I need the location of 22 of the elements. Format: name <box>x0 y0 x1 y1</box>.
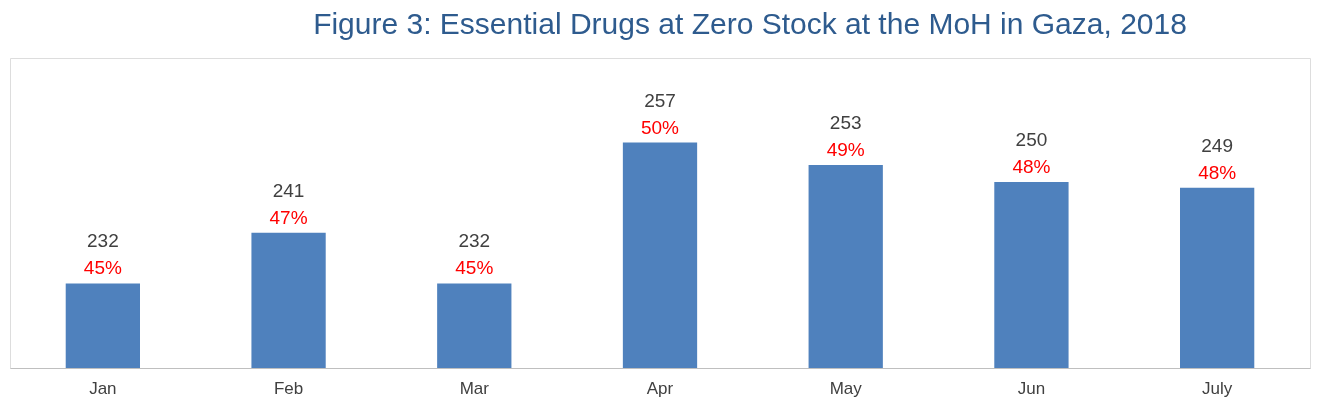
x-tick-label: July <box>1202 378 1233 398</box>
annotation: 47% <box>269 206 308 228</box>
chart-title: Figure 3: Essential Drugs at Zero Stock at the MoH in Gaza, 2018 <box>313 7 1187 40</box>
data-label: 232 <box>458 230 491 252</box>
x-tick-label: May <box>829 378 863 398</box>
data-label: 241 <box>272 179 305 201</box>
annotation: 48% <box>1198 161 1237 183</box>
data-label: 250 <box>1015 129 1048 150</box>
x-tick-label: Mar <box>459 378 490 398</box>
data-label: 253 <box>829 112 862 134</box>
annotation: 45% <box>455 257 494 279</box>
annotation: 49% <box>826 139 865 161</box>
annotation: 48% <box>1012 156 1051 177</box>
data-label: 249 <box>1201 134 1233 156</box>
data-label: 257 <box>644 89 676 111</box>
x-tick-label: Feb <box>273 378 304 398</box>
x-tick-label: Jun <box>1017 378 1046 398</box>
annotation: 50% <box>640 116 680 138</box>
annotation: 45% <box>83 257 122 279</box>
x-tick-label: Apr <box>646 378 674 398</box>
data-label: 232 <box>87 230 119 252</box>
x-tick-label: Jan <box>89 378 117 398</box>
